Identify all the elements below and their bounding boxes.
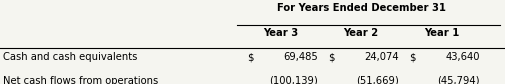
Text: Cash and cash equivalents: Cash and cash equivalents bbox=[3, 52, 137, 62]
Text: $: $ bbox=[328, 52, 335, 62]
Text: Year 1: Year 1 bbox=[424, 28, 460, 38]
Text: (45,794): (45,794) bbox=[437, 76, 480, 84]
Text: (51,669): (51,669) bbox=[356, 76, 399, 84]
Text: Net cash flows from operations: Net cash flows from operations bbox=[3, 76, 158, 84]
Text: (100,139): (100,139) bbox=[269, 76, 318, 84]
Text: Year 2: Year 2 bbox=[343, 28, 379, 38]
Text: For Years Ended December 31: For Years Ended December 31 bbox=[277, 3, 445, 13]
Text: 69,485: 69,485 bbox=[283, 52, 318, 62]
Text: Year 3: Year 3 bbox=[263, 28, 298, 38]
Text: $: $ bbox=[409, 52, 416, 62]
Text: $: $ bbox=[247, 52, 254, 62]
Text: 24,074: 24,074 bbox=[364, 52, 399, 62]
Text: 43,640: 43,640 bbox=[445, 52, 480, 62]
